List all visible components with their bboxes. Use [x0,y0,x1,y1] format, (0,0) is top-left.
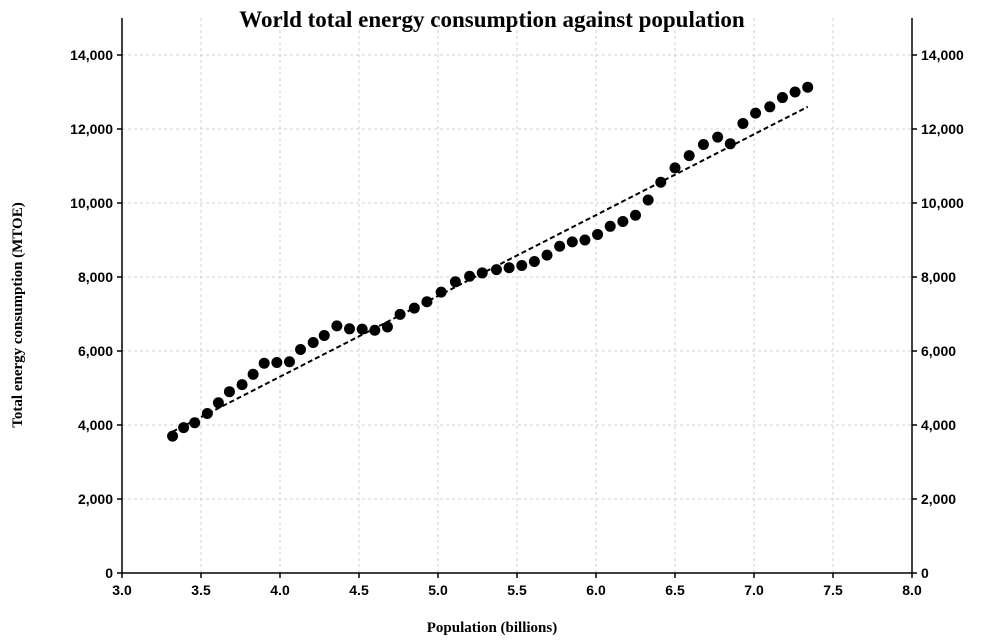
data-point [421,296,433,308]
data-point [201,408,213,420]
trend-line-layer [172,105,809,433]
y-tick-label-right: 8,000 [921,269,956,285]
x-tick-label: 5.5 [507,582,527,598]
data-point [344,323,356,335]
data-point [642,194,654,206]
data-point [258,357,270,369]
data-point [712,131,724,143]
data-point [554,240,566,252]
data-point [212,397,224,409]
data-point [394,308,406,320]
data-point [592,228,604,240]
data-point [283,356,295,368]
data-point [490,264,502,276]
data-point [449,276,461,288]
data-point [541,249,553,261]
x-tick-label: 7.0 [744,582,764,598]
x-tick-label: 6.5 [665,582,685,598]
y-tick-label-left: 10,000 [70,195,113,211]
data-point [331,320,343,332]
grid [122,18,912,573]
x-tick-label: 4.0 [270,582,290,598]
x-axis-label: Population (billions) [427,620,557,636]
data-point [764,101,776,113]
x-tick-label: 7.5 [823,582,843,598]
data-point [776,92,788,104]
data-point [630,209,641,221]
data-point [408,302,420,314]
y-tick-label-left: 8,000 [78,269,113,285]
data-point [516,260,528,272]
data-point [236,379,248,391]
data-point [683,150,695,162]
data-point [381,321,393,333]
y-tick-label-right: 14,000 [921,47,964,63]
data-point [247,368,259,380]
data-point [655,176,667,188]
x-tick-label: 4.5 [349,582,369,598]
data-point [697,139,709,151]
data-point [271,356,283,368]
data-point [435,286,447,298]
y-tick-label-left: 0 [105,565,113,581]
y-tick-label-right: 0 [921,565,929,581]
y-axis-label: Total energy consumption (MTOE) [10,202,26,427]
data-point [789,86,801,98]
x-axis-ticks: 3.0 3.5 4.0 4.5 5.0 5.5 6.0 6.5 7.0 7.5 8.0 [112,573,922,598]
data-point [307,336,319,348]
data-point [503,262,515,274]
x-tick-label: 6.0 [586,582,606,598]
x-tick-label: 5.0 [428,582,448,598]
trend-line [172,105,809,433]
y-tick-label-left: 4,000 [78,417,113,433]
data-point [737,117,749,129]
y-tick-label-right: 10,000 [921,195,964,211]
data-point [318,329,330,341]
data-point [223,386,235,398]
data-point [617,216,629,227]
data-point [464,270,476,282]
y-tick-label-left: 2,000 [78,491,113,507]
data-point [167,430,179,442]
data-point [528,255,540,267]
data-points [167,81,814,442]
y-tick-label-left: 14,000 [70,47,113,63]
data-point [178,422,190,434]
data-point [669,162,681,174]
data-point [369,324,381,336]
data-point [724,138,736,150]
data-point [566,236,578,248]
data-point [356,323,368,335]
y-axis-right-ticks: 0 2,000 4,000 6,000 8,000 10,000 12,000 14,000 [912,47,964,581]
data-point [750,107,762,119]
y-tick-label-right: 6,000 [921,343,956,359]
data-point [802,81,814,93]
y-tick-label-right: 4,000 [921,417,956,433]
x-tick-label: 8.0 [902,582,922,598]
y-tick-label-left: 6,000 [78,343,113,359]
y-tick-label-right: 12,000 [921,121,964,137]
y-axis-left-ticks: 0 2,000 4,000 6,000 8,000 10,000 12,000 14,000 [70,47,122,581]
data-point [604,220,616,232]
y-tick-label-left: 12,000 [70,121,113,137]
x-tick-label: 3.0 [112,582,132,598]
data-point [579,234,591,246]
data-point [476,267,488,279]
chart-title: World total energy consumption against p… [239,7,745,32]
data-point [189,417,201,429]
data-point [295,344,307,356]
x-tick-label: 3.5 [191,582,211,598]
y-tick-label-right: 2,000 [921,491,956,507]
